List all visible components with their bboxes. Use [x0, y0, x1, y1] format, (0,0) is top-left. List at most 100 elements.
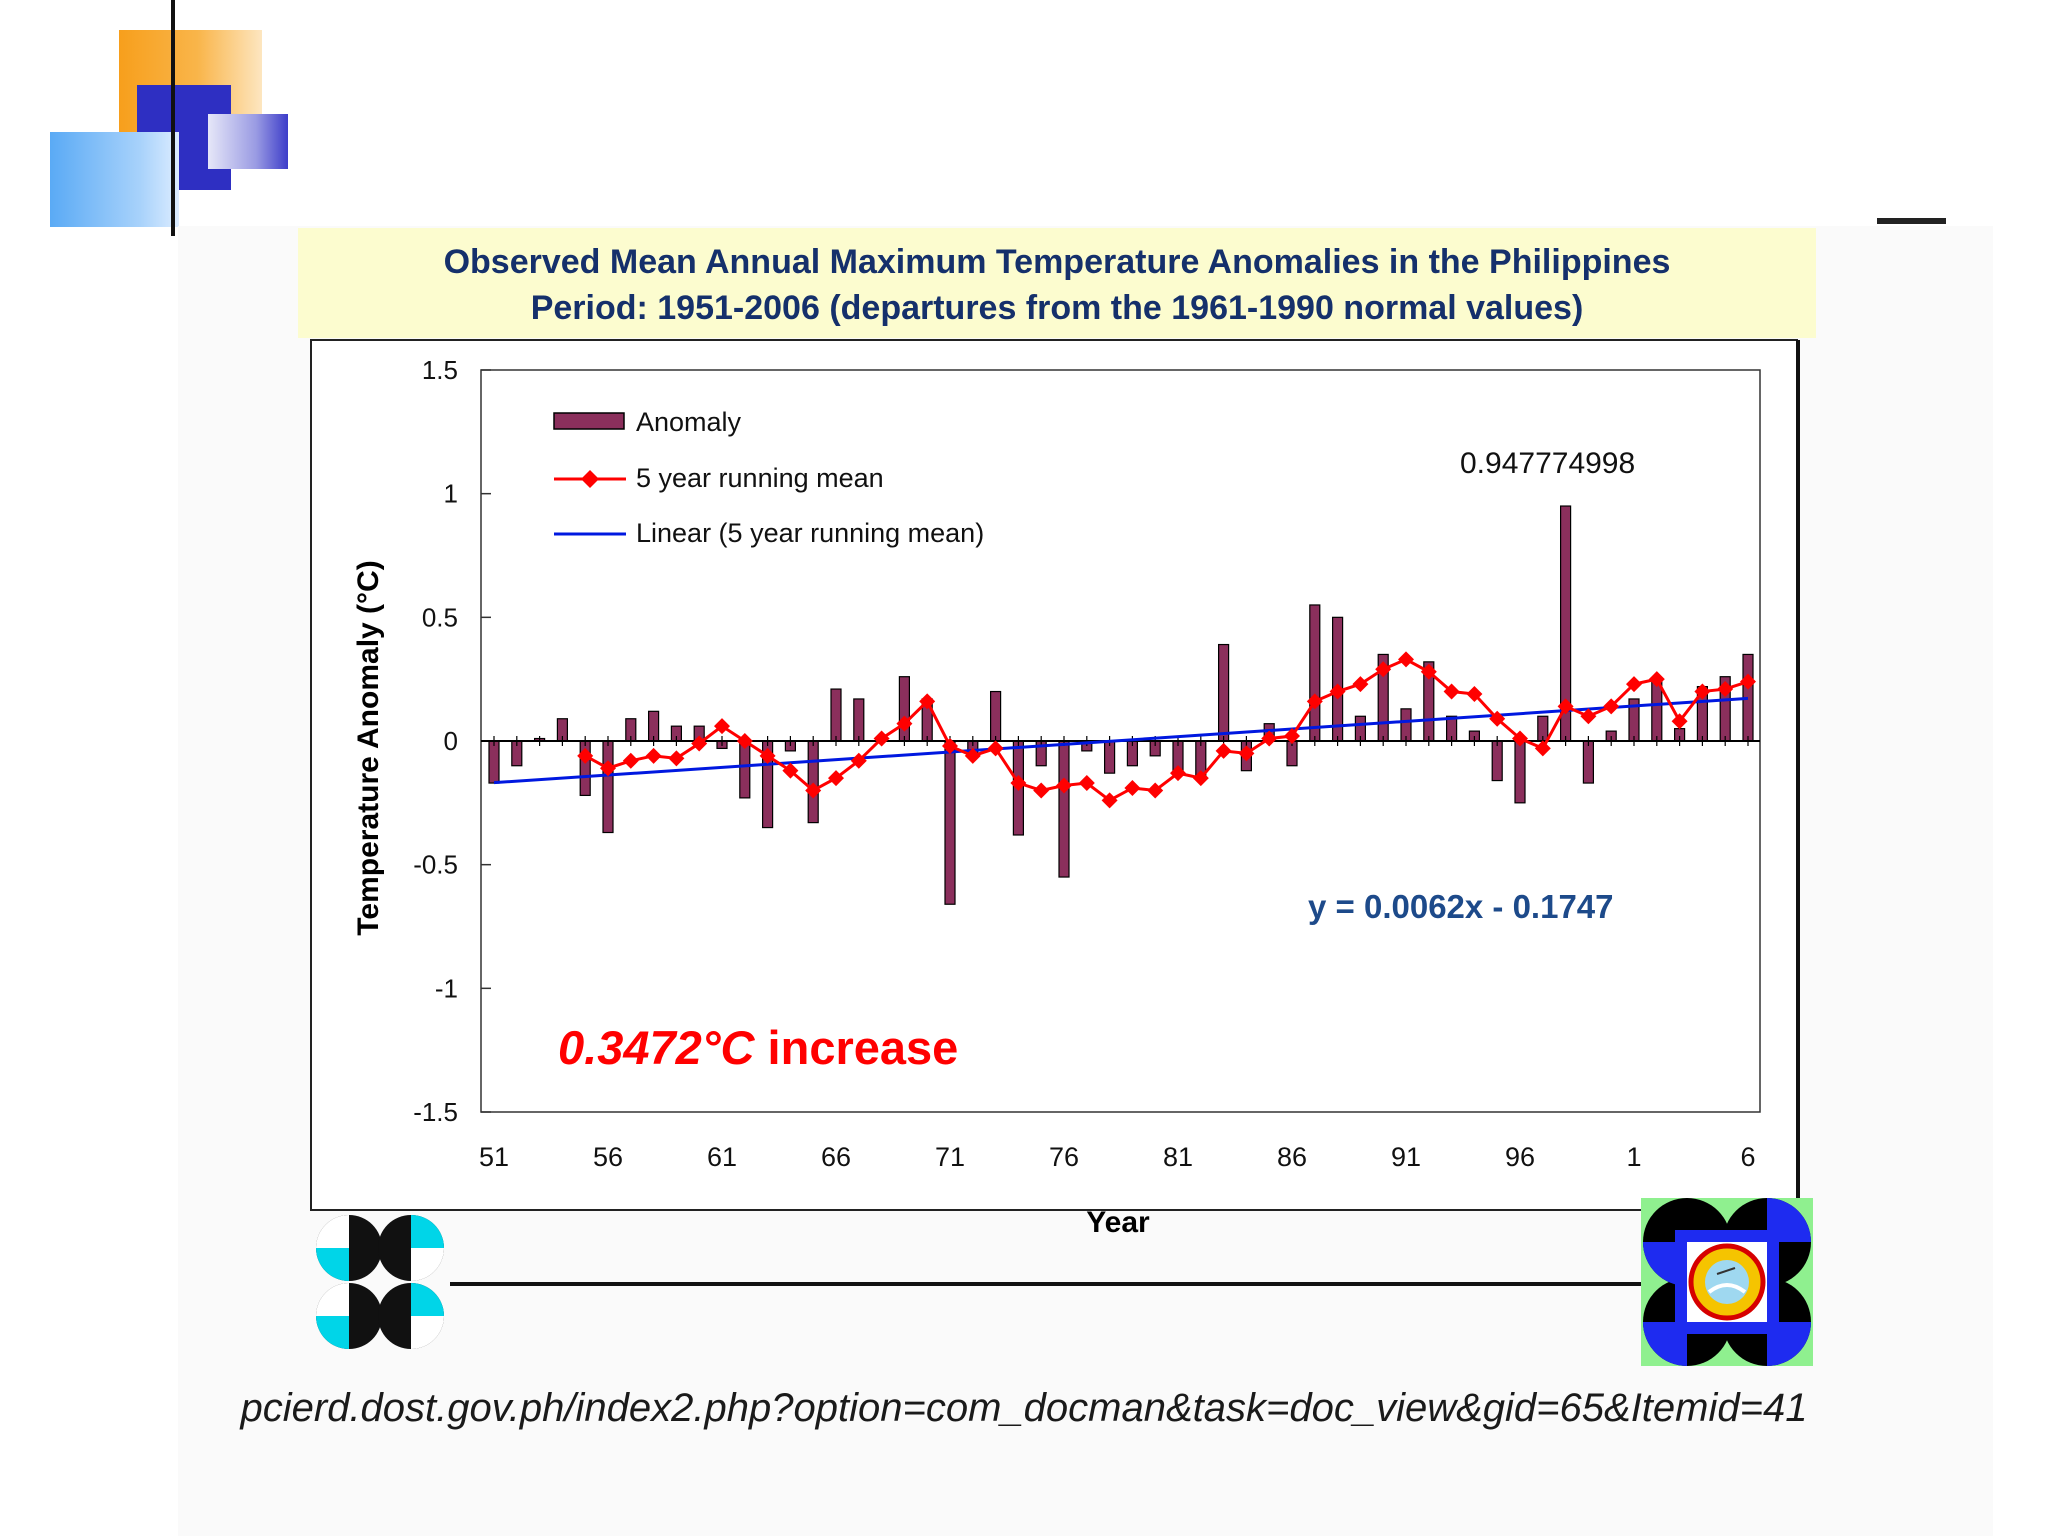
running-mean-marker — [1740, 673, 1756, 690]
y-tick-label: -1.5 — [413, 1097, 458, 1127]
x-tick-label: 71 — [935, 1142, 965, 1172]
running-mean-marker — [1443, 683, 1460, 700]
running-mean-marker — [691, 735, 708, 752]
anomaly-bar — [807, 740, 819, 824]
running-mean-marker — [1466, 686, 1483, 703]
source-url: pcierd.dost.gov.ph/index2.php?option=com… — [240, 1386, 1808, 1430]
running-mean-marker — [850, 752, 867, 769]
x-tick-label: 86 — [1277, 1142, 1307, 1172]
running-mean-marker — [759, 747, 776, 764]
anomaly-bar — [1309, 604, 1321, 742]
running-mean-marker — [1512, 730, 1528, 747]
legend-mean-marker — [581, 470, 599, 488]
anomaly-bar — [602, 740, 614, 834]
running-mean-line — [584, 657, 1749, 803]
running-mean-marker — [1078, 775, 1095, 792]
running-mean-marker — [1534, 740, 1551, 757]
deco-square-lightblue — [50, 132, 179, 227]
anomaly-bar — [1058, 740, 1070, 878]
y-axis: 1.5 1 0.5 0 -0.5 -1 -1.5 — [413, 355, 491, 1127]
running-mean-marker — [645, 747, 662, 764]
anomaly-bar — [853, 698, 865, 742]
legend: Anomaly 5 year running mean Linear (5 ye… — [553, 407, 984, 548]
running-mean-marker — [736, 733, 753, 749]
running-mean-marker — [1192, 770, 1209, 787]
running-mean-marker — [1398, 651, 1414, 668]
x-tick-label: 96 — [1505, 1142, 1535, 1172]
running-mean-marker — [714, 718, 730, 735]
running-mean-marker — [987, 740, 1004, 757]
running-mean-marker — [873, 730, 890, 747]
x-tick-label: 91 — [1391, 1142, 1421, 1172]
running-mean-marker — [1580, 708, 1597, 725]
pagasa-logo — [1641, 1198, 1813, 1366]
running-mean-marker — [1694, 683, 1711, 700]
running-mean-marker — [1375, 661, 1392, 678]
running-mean-marker — [896, 715, 913, 732]
running-mean-marker — [1648, 671, 1665, 688]
anomaly-bar — [1331, 616, 1344, 742]
running-mean-marker — [1352, 676, 1369, 693]
running-mean-marker — [805, 782, 822, 799]
running-mean-marker — [1306, 693, 1323, 710]
running-mean-marker — [1170, 765, 1186, 782]
x-tick-label: 51 — [479, 1142, 509, 1172]
running-mean-marker — [1261, 730, 1278, 747]
anomaly-bar — [1582, 740, 1595, 784]
trend-equation: y = 0.0062x - 0.1747 — [1308, 888, 1614, 925]
running-mean-marker — [1033, 782, 1050, 799]
running-mean-marker — [919, 693, 936, 710]
x-tick-label: 56 — [593, 1142, 623, 1172]
running-mean-marker — [600, 760, 616, 777]
y-tick-label: 1 — [444, 479, 458, 509]
deco-dash — [1877, 218, 1946, 224]
anomaly-bar — [1651, 681, 1663, 742]
running-mean-marker — [622, 752, 639, 769]
x-tick-label: 61 — [707, 1142, 737, 1172]
x-tick-label: 1 — [1626, 1142, 1641, 1172]
running-mean-marker — [1284, 728, 1300, 745]
x-tick-label: 6 — [1740, 1142, 1755, 1172]
y-tick-label: 0 — [444, 726, 458, 756]
legend-anomaly-swatch — [553, 412, 625, 430]
running-mean-marker — [1671, 713, 1688, 730]
running-mean-marker — [1420, 663, 1437, 680]
anomaly-bar — [944, 740, 956, 905]
running-mean-marker — [1489, 710, 1506, 727]
y-tick-label: -0.5 — [413, 850, 458, 880]
chart-subtitle: Period: 1951-2006 (departures from the 1… — [530, 289, 1584, 327]
chart-title-box: Observed Mean Annual Maximum Temperature… — [298, 228, 1816, 338]
y-tick-label: -1 — [435, 973, 458, 1003]
x-tick-label: 76 — [1049, 1142, 1079, 1172]
running-mean-marker — [964, 747, 981, 764]
anomaly-bar — [1491, 740, 1503, 782]
running-mean-marker — [1603, 698, 1620, 715]
x-axis: 51 56 61 66 71 76 81 86 91 96 1 6 — [479, 1142, 1756, 1172]
anomaly-bar — [1217, 643, 1230, 742]
x-tick-label: 66 — [821, 1142, 851, 1172]
deco-square-periwinkle — [208, 114, 288, 169]
running-mean-marker — [1717, 681, 1734, 698]
running-mean-marker — [1101, 792, 1118, 809]
legend-trend-label: Linear (5 year running mean) — [636, 518, 984, 548]
legend-mean-label: 5 year running mean — [636, 463, 884, 493]
dost-logo — [316, 1215, 444, 1349]
legend-anomaly-label: Anomaly — [636, 407, 742, 437]
y-tick-label: 1.5 — [422, 355, 458, 385]
running-mean-marker — [1626, 676, 1642, 693]
deco-vertical-line — [171, 0, 175, 236]
running-mean-marker — [1329, 683, 1346, 700]
trend-line — [493, 696, 1749, 785]
running-mean-marker — [1010, 775, 1027, 792]
max-value-label: 0.947774998 — [1460, 447, 1635, 480]
running-mean-marker — [782, 762, 799, 779]
running-mean-marker — [1238, 745, 1255, 762]
chart-title: Observed Mean Annual Maximum Temperature… — [443, 243, 1671, 281]
running-mean-marker — [1215, 742, 1232, 759]
running-mean-markers — [577, 651, 1756, 809]
y-tick-label: 0.5 — [422, 602, 458, 632]
running-mean-marker — [1147, 782, 1164, 799]
running-mean-marker — [1056, 777, 1072, 794]
increase-annotation: 0.3472°C increase — [558, 1021, 958, 1074]
